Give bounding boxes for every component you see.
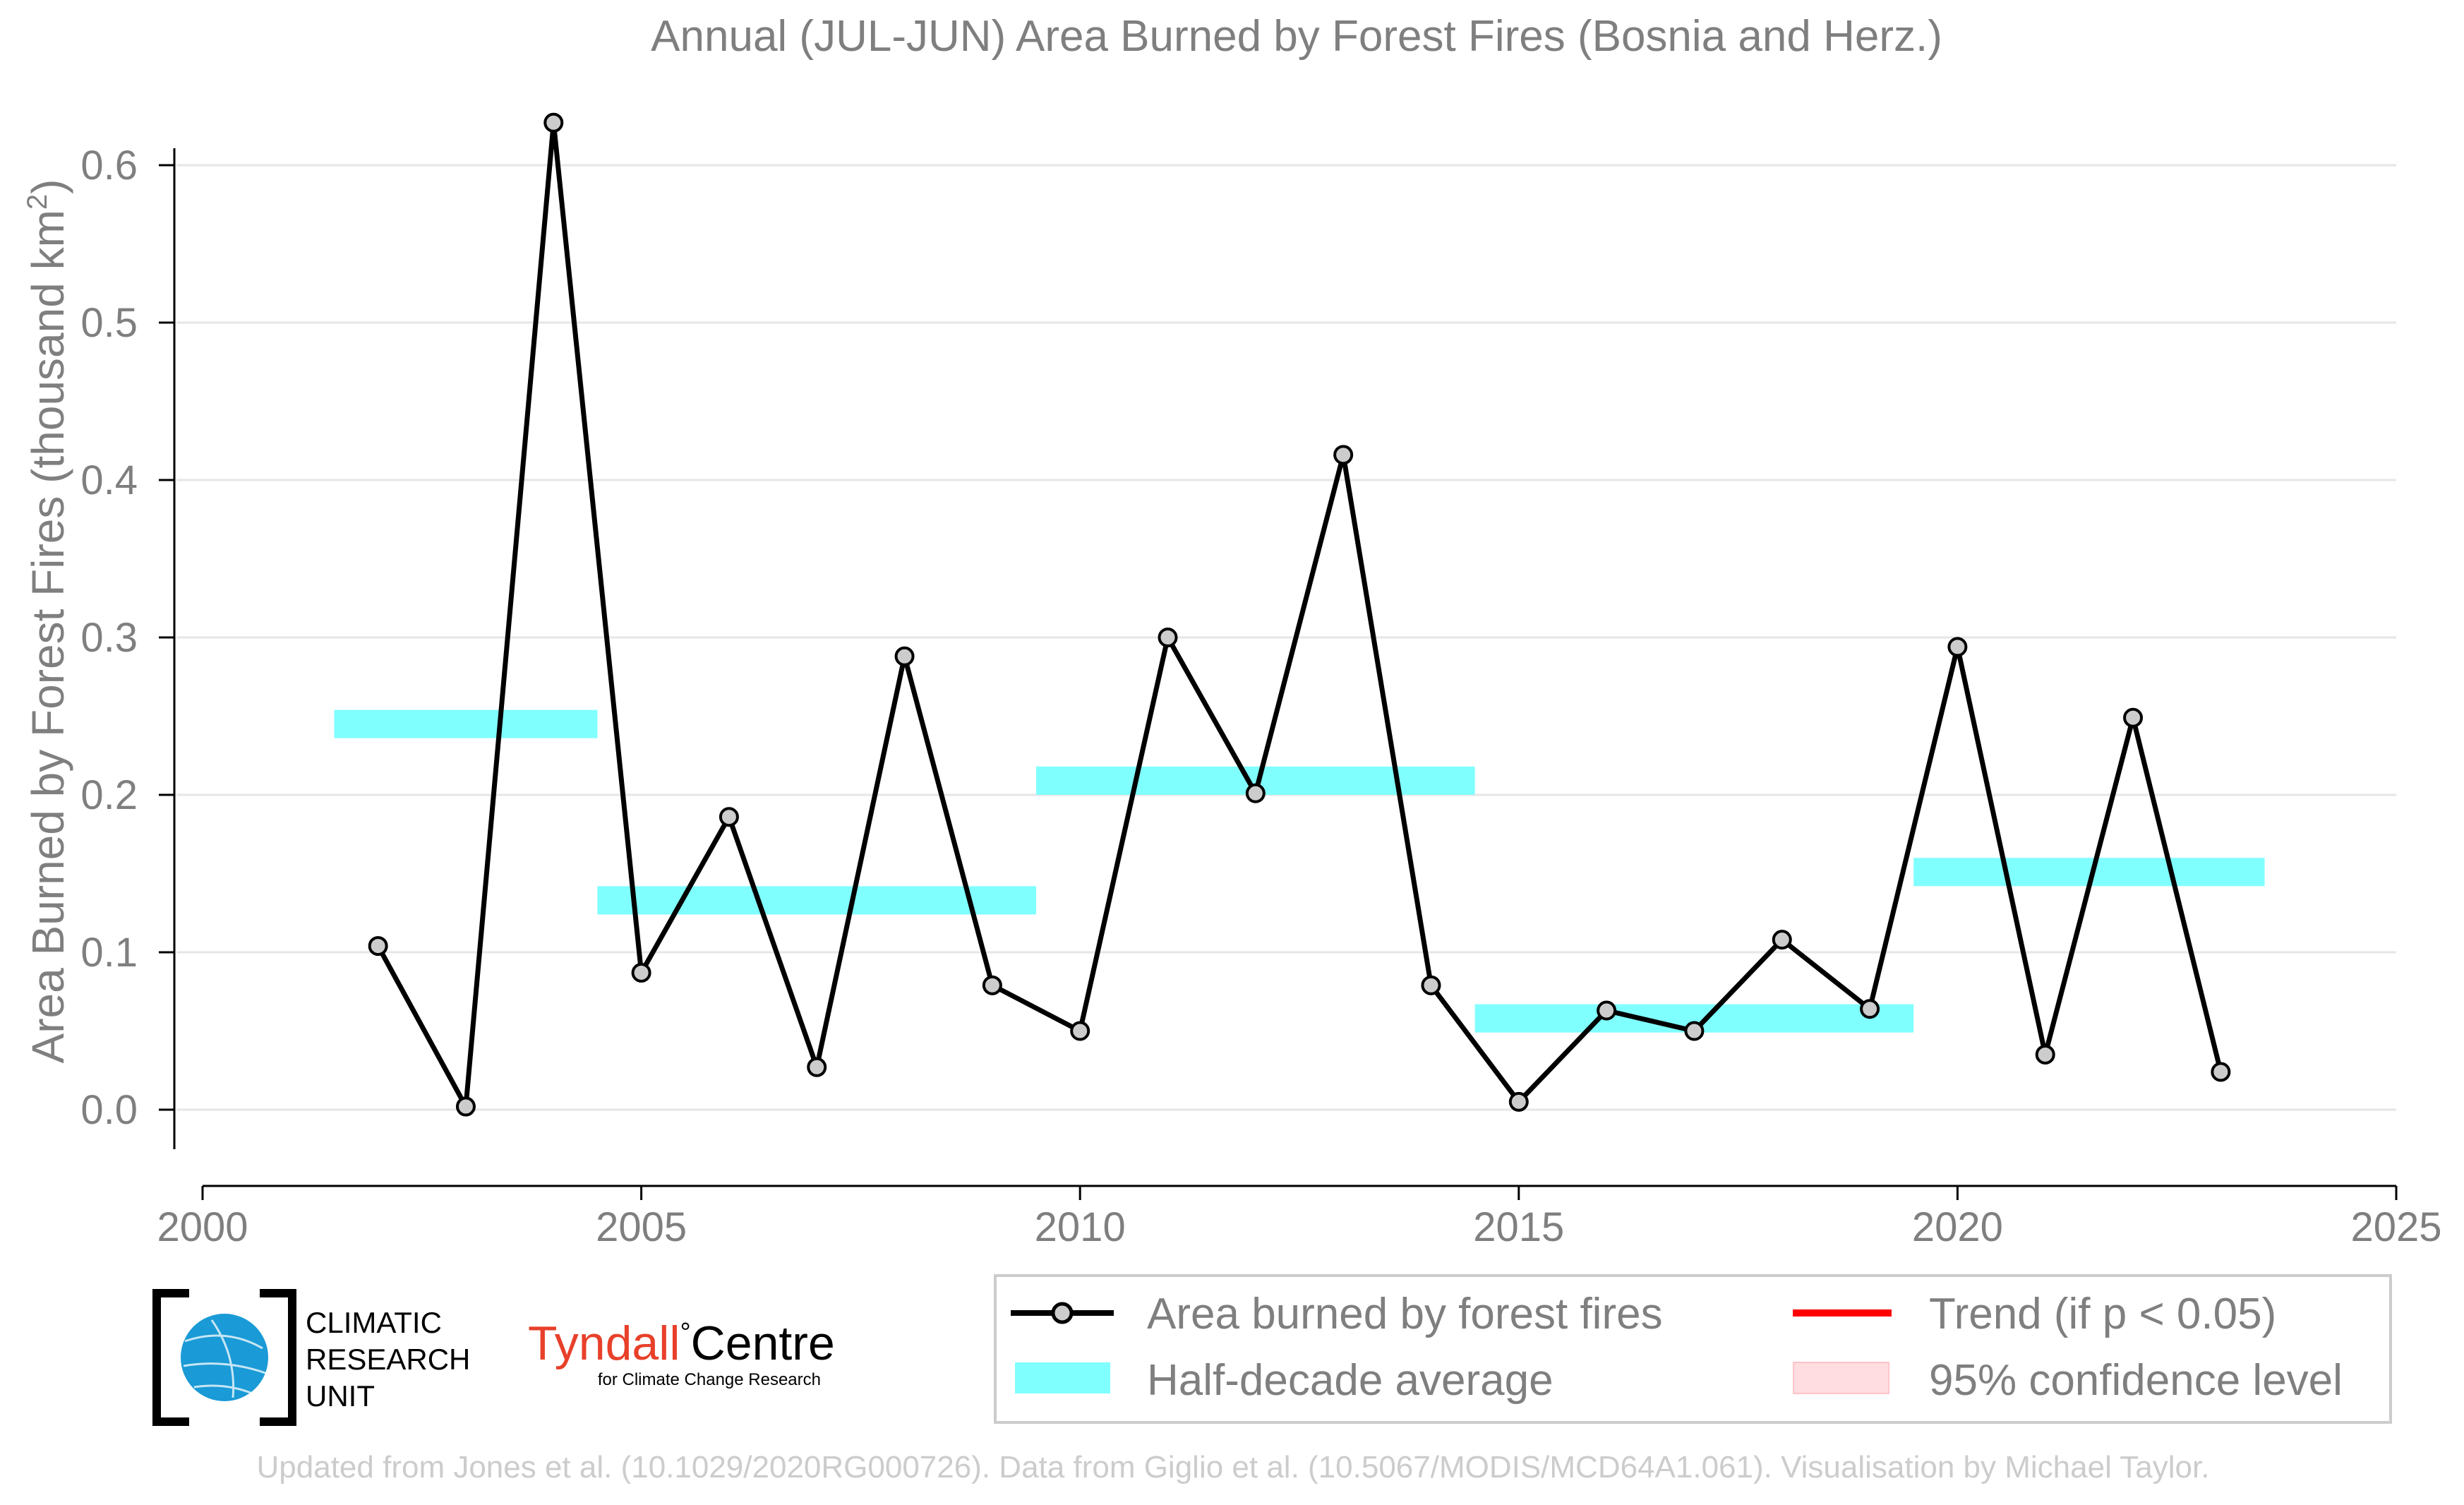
data-point	[1070, 1021, 1090, 1041]
cru-bracket-left	[152, 1289, 189, 1426]
cru-label-line-1: CLIMATIC	[306, 1306, 442, 1339]
x-tick-label: 2000	[157, 1204, 248, 1250]
data-point	[1245, 783, 1266, 803]
half-decade-band	[597, 886, 1037, 915]
axes	[173, 148, 2396, 1187]
footer-credit: Updated from Jones et al. (10.1029/2020R…	[257, 1450, 2210, 1485]
x-tick-label: 2005	[596, 1204, 687, 1250]
y-tick-label: 0.4	[80, 457, 138, 503]
x-tick-label: 2025	[2350, 1204, 2441, 1250]
x-tick-label: 2020	[1912, 1204, 2003, 1250]
cru-label-line-2: RESEARCH	[306, 1343, 470, 1376]
legend-frame	[994, 1274, 2392, 1424]
y-tick-label: 0.3	[80, 615, 138, 661]
cru-logo: CLIMATIC RESEARCH UNIT	[152, 1289, 470, 1426]
tyndall-logo: Tyndall°Centre for Climate Change Resear…	[528, 1317, 835, 1389]
series	[368, 112, 2231, 1117]
data-point	[1421, 975, 1441, 995]
globe-icon	[181, 1314, 268, 1401]
legend-label-confidence: 95% confidence level	[1929, 1356, 2343, 1405]
legend-label-fires: Area burned by forest fires	[1147, 1290, 1663, 1338]
legend-band-swatch	[1015, 1362, 1110, 1393]
legend-label-average: Half-decade average	[1147, 1356, 1553, 1405]
half-decade-band	[334, 709, 598, 738]
legend: Area burned by forest fires Trend (if p …	[994, 1274, 2392, 1424]
x-tick-label: 2015	[1473, 1204, 1564, 1250]
y-tick-label: 0.2	[80, 772, 138, 818]
x-axis-ticks: 2000 2005 2010 2015 2020 2025	[157, 1186, 2442, 1250]
data-point	[894, 646, 915, 666]
y-tick-label: 0.1	[80, 930, 138, 976]
series-line	[375, 120, 2223, 1110]
y-axis-label: Area Burned by Forest Fires (thousand km…	[22, 179, 73, 1064]
y-tick-label: 0.0	[80, 1087, 138, 1133]
data-point	[719, 807, 739, 827]
data-point	[543, 112, 564, 133]
data-point	[807, 1057, 827, 1077]
data-point	[1158, 628, 1178, 647]
data-point	[2211, 1062, 2231, 1082]
tyndall-subtitle: for Climate Change Research	[598, 1370, 821, 1389]
data-point	[1772, 930, 1792, 950]
data-point	[1597, 1000, 1617, 1021]
x-tick-label: 2010	[1035, 1204, 1126, 1250]
data-point	[1333, 445, 1354, 465]
data-point	[455, 1096, 476, 1117]
data-point	[982, 975, 1002, 995]
y-axis-ticks: 0.0 0.1 0.2 0.3 0.4 0.5 0.6	[80, 143, 174, 1133]
data-point	[1508, 1091, 1529, 1112]
chart-title: Annual (JUL-JUN) Area Burned by Forest F…	[651, 12, 1942, 61]
y-tick-label: 0.6	[80, 143, 138, 188]
cru-label-line-3: UNIT	[306, 1379, 375, 1413]
data-point	[2035, 1044, 2055, 1065]
globe-lines	[183, 1319, 266, 1398]
data-point	[1860, 999, 1880, 1019]
data-point	[1947, 637, 1968, 657]
data-point	[1684, 1021, 1705, 1041]
data-point	[631, 962, 651, 983]
half-decade-bands	[334, 709, 2265, 1033]
cru-bracket-right	[260, 1289, 296, 1426]
data-point	[2123, 707, 2144, 728]
legend-label-trend: Trend (if p < 0.05)	[1929, 1290, 2276, 1338]
data-point	[368, 936, 388, 957]
tyndall-wordmark: Tyndall°Centre	[528, 1317, 835, 1370]
legend-marker-swatch	[1051, 1302, 1074, 1324]
y-tick-label: 0.5	[80, 300, 138, 346]
gridlines	[176, 164, 2396, 1111]
legend-ci-swatch	[1793, 1362, 1889, 1394]
